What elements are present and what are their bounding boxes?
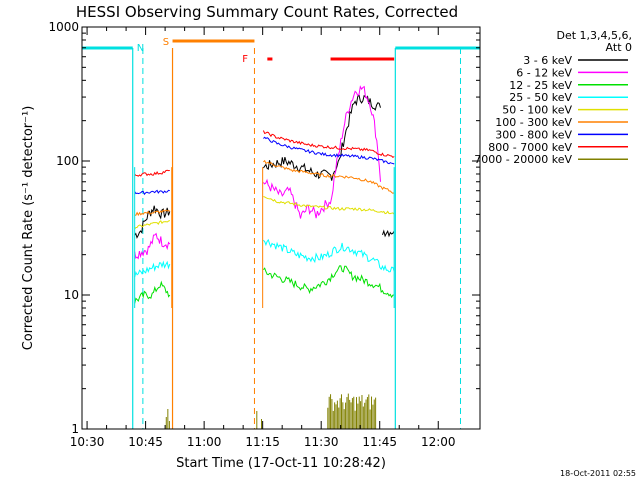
x-tick-label: 11:00 [187, 435, 222, 449]
series-line [134, 220, 171, 230]
series-800-7000-kev [134, 130, 395, 177]
series-line [263, 265, 395, 299]
legend-label: 100 - 300 keV [495, 116, 572, 129]
legend-subtitle: Att 0 [606, 41, 632, 54]
legend-label: 6 - 12 keV [516, 66, 572, 79]
x-tick-label: 11:45 [362, 435, 397, 449]
x-tick-label: 10:30 [70, 435, 105, 449]
series-line [262, 130, 395, 159]
series-line [134, 209, 171, 217]
series-line [382, 229, 395, 238]
series-6-12-kev [134, 85, 381, 260]
y-tick-label: 100 [56, 154, 79, 168]
x-axis-label: Start Time (17-Oct-11 10:28:42) [176, 456, 386, 471]
legend-label: 3 - 6 keV [523, 54, 572, 67]
night-flag-label: N [137, 43, 144, 54]
x-tick-label: 10:45 [128, 435, 163, 449]
series-line [263, 85, 381, 219]
series-line [134, 205, 171, 239]
series-line [134, 260, 171, 278]
series-line [134, 169, 170, 177]
series-100-300-kev [134, 159, 395, 217]
legend-label: 25 - 50 keV [509, 91, 572, 104]
series-12-25-kev [134, 265, 395, 304]
series-line [263, 136, 395, 165]
series-line [263, 238, 395, 273]
y-tick-label: 1 [71, 422, 79, 436]
series-7000-20000-kev [165, 393, 377, 429]
legend-label: 12 - 25 keV [509, 79, 572, 92]
legend-label: 7000 - 20000 keV [474, 153, 572, 166]
date-stamp: 18-Oct-2011 02:55 [560, 469, 636, 478]
legend-title: Det 1,3,4,5,6, [556, 29, 632, 42]
y-axis-label: Corrected Count Rate (s⁻¹ detector⁻¹) [21, 106, 36, 351]
series-50-100-kev [134, 196, 395, 230]
chart-title: HESSI Observing Summary Count Rates, Cor… [76, 3, 458, 21]
y-tick-label: 10 [64, 288, 79, 302]
flare-flag-label: F [242, 54, 248, 65]
series-line [134, 189, 170, 196]
plot-frame [81, 26, 481, 430]
series-3-6-kev [134, 93, 395, 239]
legend-label: 300 - 800 keV [495, 128, 572, 141]
y-tick-label: 1000 [48, 20, 79, 34]
legend-label: 800 - 7000 keV [488, 141, 572, 154]
saa-flag-label: S [163, 37, 169, 48]
x-tick-label: 12:00 [421, 435, 456, 449]
x-tick-label: 11:15 [245, 435, 280, 449]
series-line [262, 93, 381, 181]
series-line [263, 159, 395, 194]
series-line [134, 280, 171, 304]
x-tick-label: 11:30 [304, 435, 339, 449]
legend-label: 50 - 100 keV [502, 104, 572, 117]
series-line [134, 232, 171, 260]
series-300-800-kev [134, 136, 395, 196]
series-line [263, 196, 395, 215]
series-25-50-kev [134, 238, 395, 278]
